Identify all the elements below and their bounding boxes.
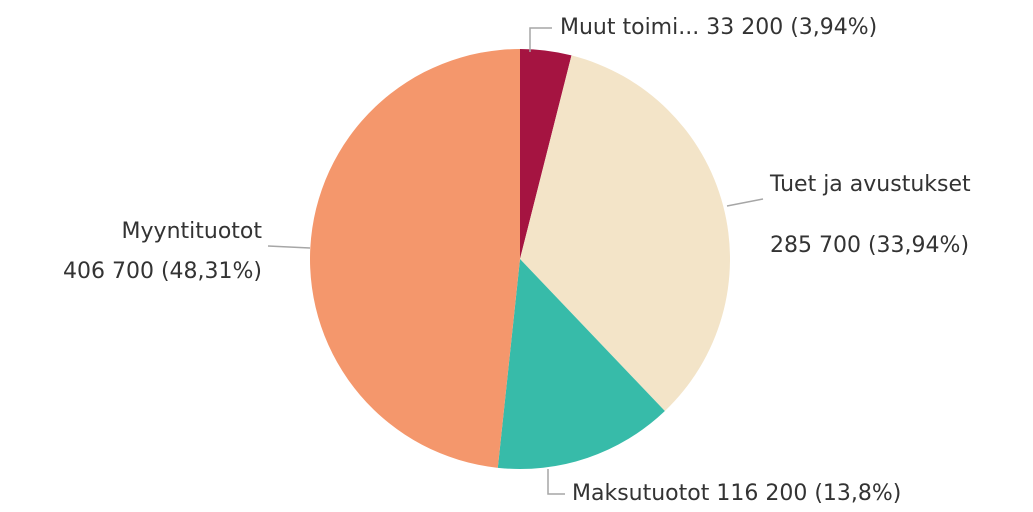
pie-slice xyxy=(497,259,665,470)
label-category: Maksutuotot xyxy=(572,481,710,506)
pie-slice xyxy=(309,49,520,468)
leader-line xyxy=(726,198,764,207)
label-category: Muut toimi... xyxy=(560,15,699,40)
leader-line xyxy=(267,245,311,249)
label-value: 406 700 (48,31%) xyxy=(63,259,262,284)
label-category: Tuet ja avustukset xyxy=(769,172,971,197)
data-label: 285 700 (33,94%) xyxy=(770,233,969,258)
label-category: Myyntituotot xyxy=(122,219,263,244)
label-value: 116 200 (13,8%) xyxy=(716,481,901,506)
data-label: Tuet ja avustukset xyxy=(769,172,971,197)
data-label: Myyntituotot xyxy=(122,219,263,244)
pie-slice xyxy=(520,55,731,412)
data-label: 406 700 (48,31%) xyxy=(63,259,262,284)
data-label: Muut toimi... 33 200 (3,94%) xyxy=(560,15,877,40)
data-label: Maksutuotot 116 200 (13,8%) xyxy=(572,481,901,506)
leader-line xyxy=(547,469,565,495)
pie-slice xyxy=(520,49,572,259)
label-value: 33 200 (3,94%) xyxy=(706,15,877,40)
label-value: 285 700 (33,94%) xyxy=(770,233,969,258)
leader-line xyxy=(529,27,552,52)
